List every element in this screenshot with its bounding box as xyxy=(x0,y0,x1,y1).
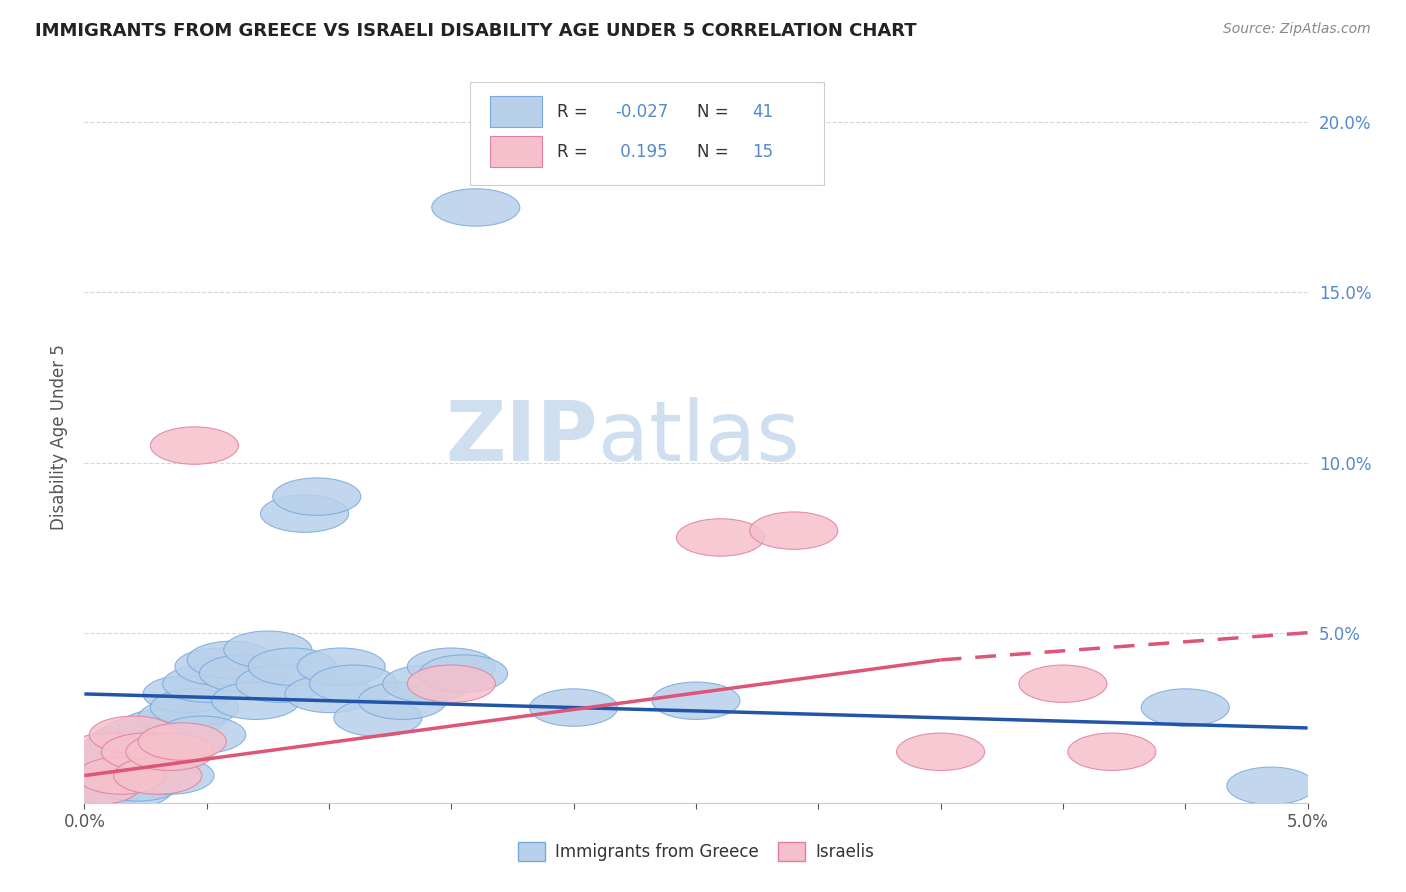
Text: IMMIGRANTS FROM GREECE VS ISRAELI DISABILITY AGE UNDER 5 CORRELATION CHART: IMMIGRANTS FROM GREECE VS ISRAELI DISABI… xyxy=(35,22,917,40)
Ellipse shape xyxy=(52,767,141,805)
Ellipse shape xyxy=(101,716,190,754)
Ellipse shape xyxy=(163,665,250,702)
Ellipse shape xyxy=(89,716,177,754)
Ellipse shape xyxy=(138,723,226,760)
Ellipse shape xyxy=(530,689,617,726)
Ellipse shape xyxy=(114,757,202,794)
Ellipse shape xyxy=(408,648,495,685)
Ellipse shape xyxy=(224,631,312,668)
Ellipse shape xyxy=(127,757,214,794)
Ellipse shape xyxy=(84,771,173,808)
Ellipse shape xyxy=(134,723,221,760)
Ellipse shape xyxy=(187,641,276,679)
Ellipse shape xyxy=(94,764,183,801)
Ellipse shape xyxy=(65,733,153,771)
Ellipse shape xyxy=(273,478,361,516)
Ellipse shape xyxy=(419,655,508,692)
Text: R =: R = xyxy=(557,143,592,161)
Ellipse shape xyxy=(114,733,202,771)
Text: N =: N = xyxy=(697,143,734,161)
Y-axis label: Disability Age Under 5: Disability Age Under 5 xyxy=(51,344,69,530)
Text: 41: 41 xyxy=(752,103,773,120)
Ellipse shape xyxy=(897,733,984,771)
Ellipse shape xyxy=(157,716,246,754)
Ellipse shape xyxy=(89,723,177,760)
Ellipse shape xyxy=(77,757,165,794)
Ellipse shape xyxy=(297,648,385,685)
Ellipse shape xyxy=(108,750,197,788)
FancyBboxPatch shape xyxy=(491,96,541,127)
Ellipse shape xyxy=(52,774,141,812)
Text: 15: 15 xyxy=(752,143,773,161)
Ellipse shape xyxy=(138,699,226,737)
Ellipse shape xyxy=(1019,665,1107,702)
Text: R =: R = xyxy=(557,103,592,120)
Text: Source: ZipAtlas.com: Source: ZipAtlas.com xyxy=(1223,22,1371,37)
Ellipse shape xyxy=(676,519,765,556)
Ellipse shape xyxy=(382,665,471,702)
Ellipse shape xyxy=(70,743,157,780)
Ellipse shape xyxy=(333,699,422,737)
Ellipse shape xyxy=(749,512,838,549)
Ellipse shape xyxy=(65,757,153,794)
Ellipse shape xyxy=(285,675,373,713)
Text: -0.027: -0.027 xyxy=(616,103,668,120)
Text: 0.195: 0.195 xyxy=(616,143,668,161)
Ellipse shape xyxy=(60,767,148,805)
Ellipse shape xyxy=(408,665,495,702)
Ellipse shape xyxy=(359,682,447,720)
Ellipse shape xyxy=(432,189,520,227)
Ellipse shape xyxy=(211,682,299,720)
Ellipse shape xyxy=(260,495,349,533)
Ellipse shape xyxy=(1227,767,1315,805)
Text: atlas: atlas xyxy=(598,397,800,477)
Ellipse shape xyxy=(200,655,287,692)
Ellipse shape xyxy=(101,733,190,771)
Ellipse shape xyxy=(150,689,239,726)
Text: ZIP: ZIP xyxy=(446,397,598,477)
Ellipse shape xyxy=(77,733,165,771)
Ellipse shape xyxy=(652,682,740,720)
FancyBboxPatch shape xyxy=(491,136,541,167)
Ellipse shape xyxy=(118,709,207,747)
Ellipse shape xyxy=(1142,689,1229,726)
Ellipse shape xyxy=(174,648,263,685)
Ellipse shape xyxy=(249,648,336,685)
Ellipse shape xyxy=(236,665,325,702)
Ellipse shape xyxy=(309,665,398,702)
Ellipse shape xyxy=(150,427,239,465)
Text: N =: N = xyxy=(697,103,734,120)
FancyBboxPatch shape xyxy=(470,82,824,185)
Ellipse shape xyxy=(1067,733,1156,771)
Ellipse shape xyxy=(143,675,231,713)
Ellipse shape xyxy=(127,733,214,771)
Legend: Immigrants from Greece, Israelis: Immigrants from Greece, Israelis xyxy=(512,835,880,868)
